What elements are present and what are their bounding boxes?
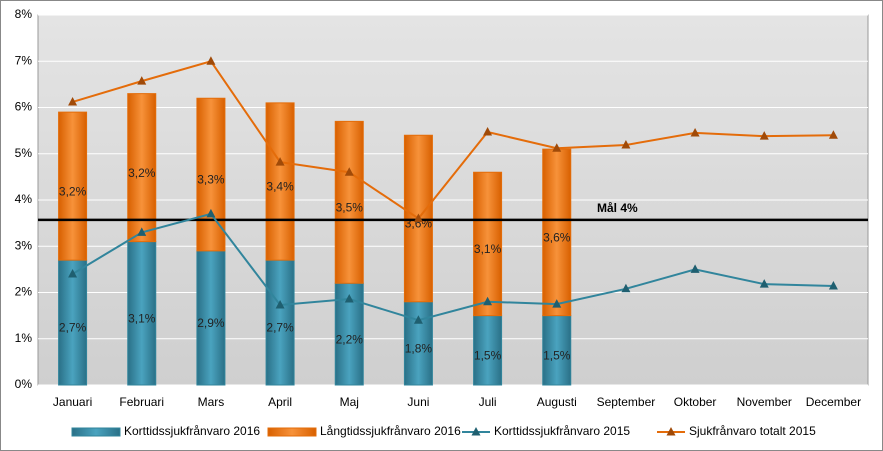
marker [206, 56, 216, 65]
marker [413, 315, 423, 324]
value-label: 2,2% [336, 332, 364, 346]
x-tick-label: Juni [407, 395, 429, 409]
line [72, 212, 834, 322]
bar [127, 241, 157, 386]
value-label: 2,7% [59, 321, 87, 335]
legend-label: Långtidssjukfrånvaro 2016 [320, 424, 461, 438]
x-tick-label: April [268, 395, 292, 409]
value-label: 2,9% [197, 316, 225, 330]
y-tick-label: 8% [15, 7, 33, 21]
marker [828, 281, 838, 290]
value-label: 3,2% [128, 166, 156, 180]
marker [690, 127, 700, 137]
x-tick-label: Mars [198, 395, 225, 409]
marker [483, 296, 493, 306]
bar [542, 148, 572, 317]
value-label: 1,5% [543, 348, 571, 362]
value-label: 3,1% [128, 311, 156, 325]
bar [334, 120, 364, 284]
x-tick-label: September [597, 395, 656, 409]
target-label: Mål 4% [597, 201, 638, 215]
y-tick-label: 3% [15, 238, 33, 252]
marker [275, 157, 285, 166]
bar [265, 102, 295, 261]
x-tick-label: December [806, 395, 861, 409]
y-tick-label: 1% [15, 331, 33, 345]
bar [265, 259, 295, 386]
marker [68, 96, 78, 106]
legend-swatch [71, 427, 121, 437]
bar [542, 315, 572, 386]
marker [621, 139, 631, 149]
bar [473, 171, 503, 317]
y-tick-label: 6% [15, 100, 33, 114]
marker [68, 269, 78, 278]
value-label: 3,5% [336, 200, 364, 214]
marker [137, 76, 147, 85]
legend-swatch [471, 427, 481, 436]
marker [137, 227, 147, 236]
legend-swatch [666, 427, 676, 436]
value-label: 3,2% [59, 184, 87, 198]
value-label: 3,6% [543, 231, 571, 245]
marker [483, 127, 493, 136]
y-tick-label: 4% [15, 192, 33, 206]
x-tick-label: Oktober [674, 395, 717, 409]
marker [413, 213, 423, 222]
marker [828, 130, 838, 139]
value-label: 3,1% [474, 242, 502, 256]
y-tick-label: 5% [15, 146, 33, 160]
line [72, 60, 834, 220]
value-label: 1,8% [405, 342, 433, 356]
marker [552, 299, 562, 308]
legend-label: Sjukfrånvaro totalt 2015 [689, 424, 816, 438]
value-label: 1,5% [474, 348, 502, 362]
bar [473, 315, 503, 386]
bar [58, 111, 88, 261]
marker [621, 283, 631, 293]
x-tick-label: November [737, 395, 792, 409]
x-tick-label: Augusti [537, 395, 577, 409]
marker [690, 264, 700, 273]
marker [552, 143, 562, 152]
marker [759, 279, 769, 288]
y-tick-label: 7% [15, 53, 33, 67]
value-label: 3,3% [197, 173, 225, 187]
y-tick-label: 0% [15, 377, 33, 391]
y-tick-label: 2% [15, 285, 33, 299]
marker [275, 299, 285, 309]
bar [127, 93, 157, 243]
legend-swatch [267, 427, 317, 437]
legend-label: Korttidssjukfrånvaro 2015 [494, 424, 630, 438]
value-label: 2,7% [266, 321, 294, 335]
marker [206, 208, 216, 218]
x-tick-label: Maj [340, 395, 359, 409]
value-label: 3,4% [266, 180, 294, 194]
x-tick-label: Juli [479, 395, 497, 409]
marker [344, 293, 354, 303]
marker [344, 167, 354, 176]
x-tick-label: Januari [53, 395, 92, 409]
marker [759, 131, 769, 140]
x-tick-label: Februari [119, 395, 164, 409]
legend-label: Korttidssjukfrånvaro 2016 [124, 424, 260, 438]
